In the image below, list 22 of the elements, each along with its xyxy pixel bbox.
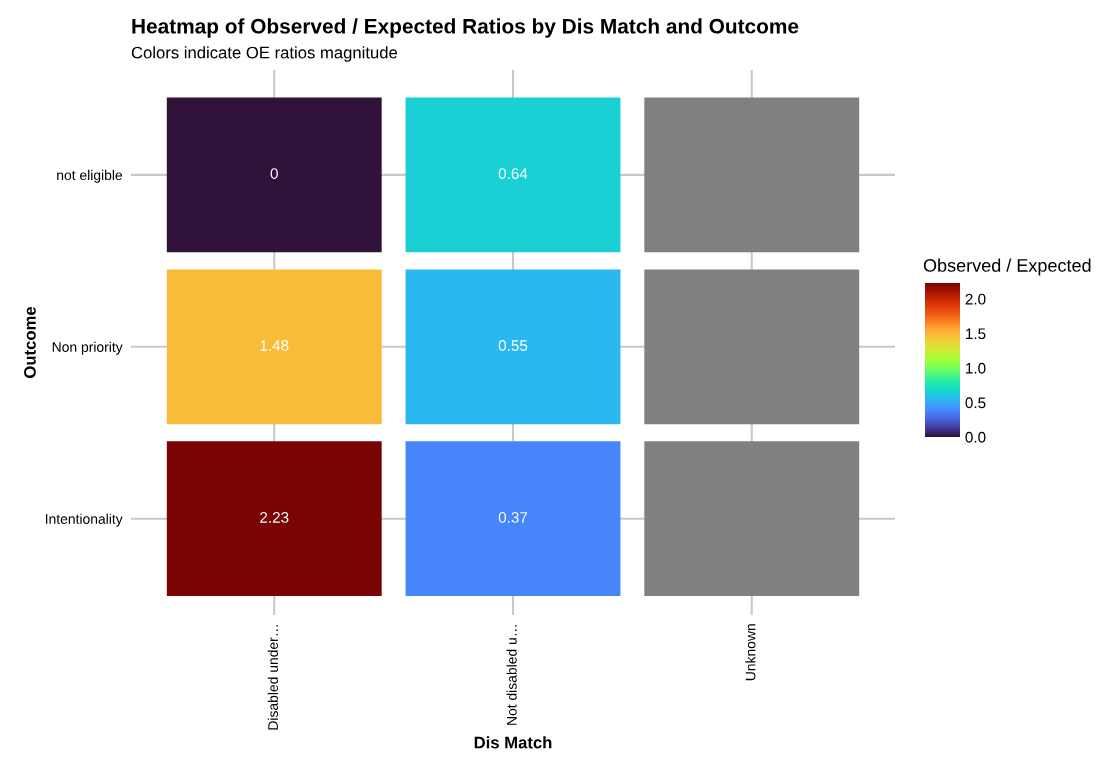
y-axis-title: Outcome — [24, 306, 36, 378]
color-bar-label: 1.5 — [966, 328, 986, 340]
color-bar-label: 0.0 — [965, 431, 986, 443]
chart-subtitle: Colors indicate OE ratios magnitude — [131, 46, 398, 62]
data-label: 0.64 — [498, 168, 528, 179]
x-axis-title: Dis Match — [474, 736, 552, 749]
data-label: 1.48 — [260, 340, 289, 351]
color-bar-label: 1.0 — [966, 362, 986, 374]
data-label: 2.23 — [260, 512, 289, 523]
y-tick-label: Non priority — [52, 341, 123, 355]
x-tick-label: Disabled under… — [267, 625, 278, 730]
color-bar-label: 0.5 — [965, 397, 986, 409]
x-tick-label: Unknown — [745, 624, 756, 681]
color-bar-label: 2.0 — [965, 293, 986, 305]
x-tick-label: Not disabled u… — [506, 625, 517, 725]
data-label: 0 — [270, 168, 278, 179]
color-bar-title: Observed / Expected — [923, 258, 1091, 276]
y-tick-label: not eligible — [57, 169, 123, 183]
chart-title: Heatmap of Observed / Expected Ratios by Dis Match and Outcome — [132, 18, 799, 38]
data-label: 0.37 — [498, 512, 528, 523]
data-label: 0.55 — [498, 340, 528, 351]
y-tick-label: Intentionality — [45, 513, 123, 527]
